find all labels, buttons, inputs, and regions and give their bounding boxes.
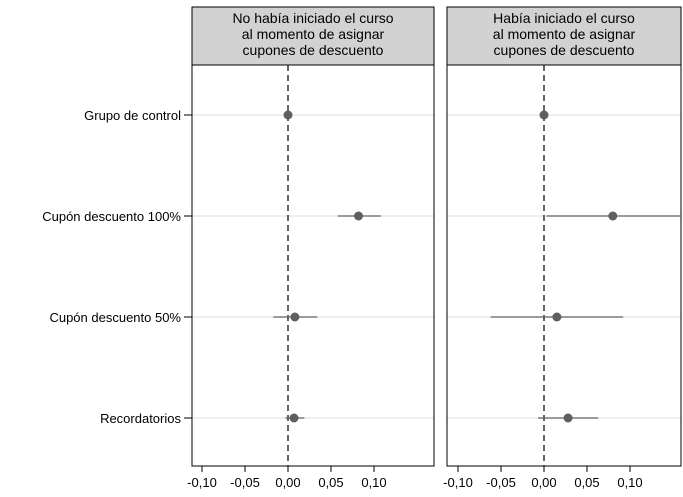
estimate-point-1 <box>608 211 618 221</box>
estimate-point-2 <box>552 312 562 322</box>
x-tick-label-2: 0,00 <box>531 475 556 490</box>
estimate-point-0 <box>539 110 549 120</box>
x-tick-label-3: 0,05 <box>318 475 343 490</box>
x-tick-label-1: -0,05 <box>486 475 516 490</box>
panel-frame-0 <box>191 64 435 467</box>
x-tick-label-1: -0,05 <box>230 475 260 490</box>
panel-title-line-2: cupones de descuento <box>494 42 635 58</box>
category-label-3: Recordatorios <box>100 411 181 426</box>
panel-title-line-0: No había iniciado el curso <box>232 10 393 26</box>
x-tick-label-0: -0,10 <box>443 475 473 490</box>
x-tick-label-2: 0,00 <box>275 475 300 490</box>
panel-frame-1 <box>446 64 682 467</box>
panel-title-line-2: cupones de descuento <box>243 42 384 58</box>
panel-header-0 <box>191 6 435 66</box>
panel-title-line-1: al momento de asignar <box>242 26 385 42</box>
x-tick-label-4: 0,10 <box>617 475 642 490</box>
estimate-point-0 <box>283 110 293 120</box>
category-label-0: Grupo de control <box>84 108 181 123</box>
x-tick-label-4: 0,10 <box>361 475 386 490</box>
panel-header-1 <box>446 6 682 66</box>
category-label-1: Cupón descuento 100% <box>42 209 181 224</box>
estimate-point-2 <box>290 312 300 322</box>
category-label-2: Cupón descuento 50% <box>49 310 181 325</box>
estimate-point-3 <box>289 413 299 423</box>
panel-title-line-0: Había iniciado el curso <box>493 10 635 26</box>
estimate-point-3 <box>563 413 573 423</box>
estimate-point-1 <box>354 211 364 221</box>
panel-title-line-1: al momento de asignar <box>493 26 636 42</box>
x-tick-label-0: -0,10 <box>187 475 217 490</box>
x-tick-label-3: 0,05 <box>574 475 599 490</box>
